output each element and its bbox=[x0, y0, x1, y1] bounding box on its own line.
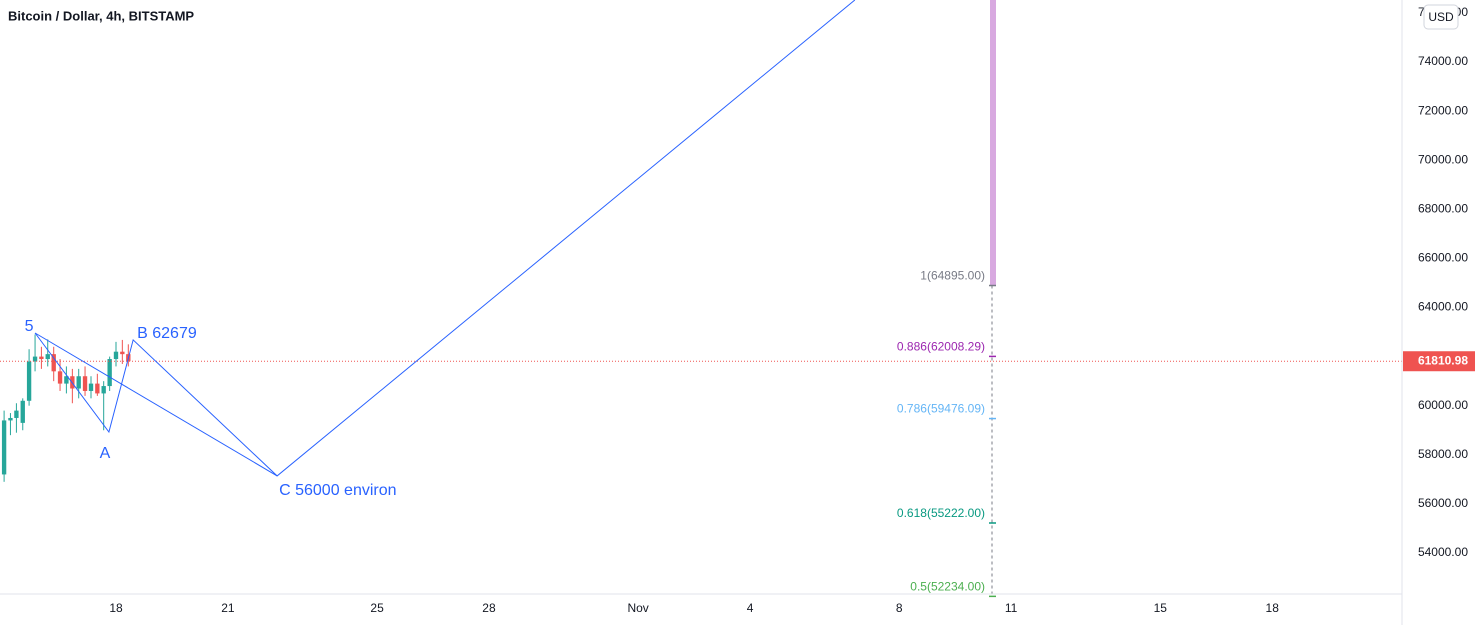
x-tick-label: 18 bbox=[1266, 601, 1280, 615]
candle-body bbox=[51, 354, 56, 372]
candle-body bbox=[20, 400, 25, 423]
currency-button[interactable] bbox=[1423, 4, 1459, 30]
x-tick-label: 11 bbox=[1005, 601, 1018, 615]
wave-channel bbox=[34, 332, 278, 477]
candle-body bbox=[88, 383, 94, 391]
candle-body bbox=[82, 376, 88, 391]
last-price-label: 61810.98 bbox=[1418, 353, 1468, 367]
y-tick-label: 56000.00 bbox=[1418, 496, 1468, 510]
y-tick-label: 64000.00 bbox=[1418, 300, 1468, 314]
candle-body bbox=[14, 410, 19, 418]
candle-body bbox=[45, 354, 50, 360]
y-tick-label: 60000.00 bbox=[1418, 398, 1468, 412]
x-tick-label: 25 bbox=[370, 601, 384, 615]
x-tick-label: Nov bbox=[627, 601, 648, 615]
candle-body bbox=[95, 383, 100, 394]
candle-body bbox=[1, 420, 7, 475]
candle-body bbox=[113, 351, 119, 360]
candle-body bbox=[107, 359, 112, 387]
candle-body bbox=[64, 376, 69, 384]
candle-body bbox=[8, 417, 13, 421]
fib-label: 1(64895.00) bbox=[920, 269, 985, 283]
candle-body bbox=[26, 361, 32, 401]
x-tick-label: 28 bbox=[482, 601, 496, 615]
fib-label: 0.5(52234.00) bbox=[910, 580, 985, 594]
wave-line bbox=[34, 0, 856, 477]
x-tick-label: 15 bbox=[1154, 601, 1168, 615]
wave-label: 5 bbox=[25, 318, 34, 335]
chart-title: Bitcoin / Dollar, 4h, BITSTAMP bbox=[8, 8, 194, 23]
y-tick-label: 74000.00 bbox=[1418, 54, 1468, 68]
candle-body bbox=[57, 371, 63, 384]
currency-label[interactable]: USD bbox=[1428, 10, 1454, 24]
wave-label: C 56000 environ bbox=[279, 482, 396, 499]
y-tick-label: 68000.00 bbox=[1418, 201, 1468, 215]
x-tick-label: 8 bbox=[896, 601, 903, 615]
x-tick-label: 18 bbox=[109, 601, 123, 615]
y-tick-label: 72000.00 bbox=[1418, 103, 1468, 117]
y-tick-label: 58000.00 bbox=[1418, 447, 1468, 461]
y-tick-label: 66000.00 bbox=[1418, 251, 1468, 265]
x-tick-label: 21 bbox=[221, 601, 235, 615]
y-tick-label: 70000.00 bbox=[1418, 152, 1468, 166]
last-price-box bbox=[1403, 351, 1475, 372]
candle-body bbox=[120, 351, 125, 355]
fib-extension-bar bbox=[990, 0, 996, 286]
candle-body bbox=[76, 376, 81, 389]
fib-label: 0.786(59476.09) bbox=[897, 402, 985, 416]
wave-label: A bbox=[100, 445, 111, 462]
y-tick-label: 54000.00 bbox=[1418, 545, 1468, 559]
candle-body bbox=[32, 356, 38, 362]
candle-body bbox=[101, 386, 106, 394]
candle-body bbox=[39, 356, 44, 360]
fib-label: 0.886(62008.29) bbox=[897, 340, 985, 354]
fib-label: 0.618(55222.00) bbox=[897, 506, 985, 520]
wave-label: B 62679 bbox=[137, 325, 197, 342]
x-tick-label: 4 bbox=[747, 601, 754, 615]
